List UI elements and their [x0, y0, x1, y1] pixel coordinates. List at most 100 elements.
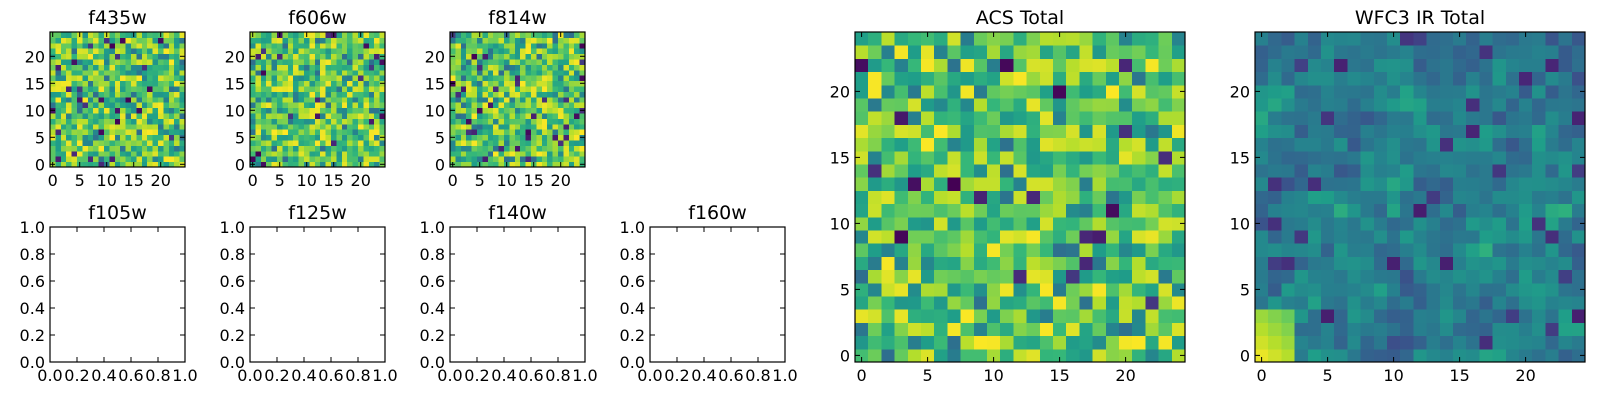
heatmap-cell [174, 156, 181, 163]
heatmap-cell [125, 64, 132, 71]
heatmap-cell [1092, 216, 1107, 231]
heatmap-cell [1053, 124, 1067, 139]
heatmap-cell [298, 129, 305, 136]
heatmap-cell [487, 53, 494, 60]
heatmap-cell [558, 145, 564, 152]
heatmap-cell [131, 42, 137, 49]
heatmap-cell [1373, 322, 1388, 337]
heatmap-cell [1413, 137, 1428, 152]
heatmap-cell [466, 32, 473, 38]
heatmap-cell [87, 69, 94, 76]
heatmap-cell [563, 86, 570, 92]
heatmap-cell [487, 86, 494, 92]
heatmap-cell [1105, 177, 1120, 191]
heatmap-cell [136, 96, 143, 103]
heatmap-cell [1466, 32, 1480, 46]
heatmap-cell [1453, 137, 1467, 152]
heatmap-cell [347, 91, 354, 98]
heatmap-cell [973, 296, 988, 310]
heatmap-cell [131, 107, 137, 114]
heatmap-cell [934, 203, 948, 218]
heatmap-cell [93, 156, 100, 163]
heatmap-cell [1400, 137, 1414, 152]
heatmap-cell [98, 59, 105, 65]
heatmap-cell [277, 42, 283, 49]
heatmap-cell [504, 150, 510, 157]
heatmap-cell [125, 32, 132, 38]
heatmap-cell [368, 48, 375, 55]
heatmap-cell [960, 71, 975, 86]
heatmap-cell [455, 107, 462, 114]
y-tick-label: 0.2 [20, 326, 45, 345]
heatmap-cell [568, 145, 575, 152]
heatmap-cell [277, 53, 283, 60]
heatmap-cell [277, 102, 283, 109]
heatmap-cell [158, 48, 164, 55]
heatmap-cell [1026, 335, 1041, 350]
heatmap-cell [493, 140, 500, 146]
heatmap-cell [855, 45, 869, 59]
heatmap-cell [1294, 45, 1309, 59]
heatmap-cell [1466, 98, 1480, 112]
heatmap-cell [71, 59, 78, 65]
heatmap-cell [531, 86, 537, 92]
heatmap-cell [1519, 45, 1533, 59]
heatmap-cell [325, 107, 332, 114]
heatmap-cell [1505, 45, 1520, 59]
heatmap-cell [881, 98, 896, 112]
heatmap-cell [536, 96, 543, 103]
heatmap-cell [1171, 269, 1186, 284]
heatmap-cell [558, 75, 564, 82]
heatmap-cell [125, 134, 132, 141]
heatmap-cell [558, 129, 564, 136]
heatmap-cell [368, 150, 375, 157]
heatmap-cell [120, 150, 127, 157]
heatmap-cell [174, 69, 181, 76]
heatmap-cell [1079, 348, 1094, 363]
heatmap-cell [1519, 282, 1533, 297]
heatmap-cell [1466, 190, 1480, 205]
heatmap-cell [466, 161, 473, 168]
heatmap-cell [271, 91, 278, 98]
heatmap-cell [347, 64, 354, 71]
heatmap-cell [93, 118, 100, 125]
heatmap-cell [1158, 98, 1173, 112]
heatmap-cell [93, 32, 100, 38]
heatmap-cell [541, 118, 548, 125]
heatmap-cell [368, 129, 375, 136]
heatmap-cell [547, 37, 554, 44]
heatmap-cell [131, 145, 137, 152]
heatmap-cell [455, 48, 462, 55]
heatmap-cell [987, 150, 1001, 165]
heatmap-cell [509, 42, 516, 49]
heatmap-cell [1079, 230, 1094, 244]
heatmap-cell [1532, 256, 1546, 271]
heatmap-cell [120, 91, 127, 98]
heatmap-cell [136, 32, 143, 38]
heatmap-cell [1255, 230, 1269, 244]
heatmap-cell [493, 80, 500, 87]
heatmap-cell [574, 107, 581, 114]
heatmap-cell [1545, 256, 1560, 271]
heatmap-cell [455, 156, 462, 163]
heatmap-cell [1158, 282, 1173, 297]
heatmap-cell [520, 64, 527, 71]
heatmap-cell [1347, 322, 1362, 337]
heatmap-cell [114, 80, 121, 87]
heatmap-cell [1079, 32, 1094, 46]
heatmap-cell [114, 102, 121, 109]
heatmap-cell [466, 123, 473, 130]
heatmap-cell [314, 64, 321, 71]
heatmap-cell [907, 335, 922, 350]
heatmap-cell [1066, 282, 1080, 297]
heatmap-cell [336, 91, 343, 98]
heatmap-cell [1334, 177, 1348, 191]
heatmap-cell [1268, 322, 1282, 337]
heatmap-cell [1079, 84, 1094, 99]
heatmap-cell [1373, 243, 1388, 257]
heatmap-cell [541, 140, 548, 146]
heatmap-cell [973, 45, 988, 59]
heatmap-cell [960, 322, 975, 337]
heatmap-cell [163, 113, 170, 119]
heatmap-cell [1092, 335, 1107, 350]
